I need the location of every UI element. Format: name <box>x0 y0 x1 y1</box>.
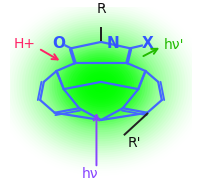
Ellipse shape <box>54 46 148 125</box>
Ellipse shape <box>95 80 107 91</box>
Ellipse shape <box>65 55 137 116</box>
Ellipse shape <box>76 64 126 107</box>
Ellipse shape <box>61 53 141 118</box>
Ellipse shape <box>81 70 121 101</box>
Ellipse shape <box>90 77 112 94</box>
Text: O: O <box>52 36 65 51</box>
Ellipse shape <box>86 74 116 98</box>
Ellipse shape <box>57 48 145 123</box>
Ellipse shape <box>73 62 129 109</box>
Ellipse shape <box>49 41 153 130</box>
Ellipse shape <box>60 50 142 121</box>
Ellipse shape <box>79 68 123 103</box>
Ellipse shape <box>89 76 113 95</box>
Ellipse shape <box>92 78 110 93</box>
Ellipse shape <box>70 60 132 112</box>
Ellipse shape <box>68 59 134 112</box>
Ellipse shape <box>78 66 124 105</box>
Ellipse shape <box>97 82 105 89</box>
Ellipse shape <box>77 66 125 105</box>
Ellipse shape <box>95 81 107 90</box>
Ellipse shape <box>57 50 145 121</box>
Ellipse shape <box>72 63 130 108</box>
Ellipse shape <box>87 73 115 98</box>
Text: R: R <box>96 2 106 16</box>
Ellipse shape <box>66 57 136 114</box>
Text: H+: H+ <box>14 37 36 51</box>
Ellipse shape <box>84 71 118 100</box>
Ellipse shape <box>84 72 118 99</box>
Ellipse shape <box>75 64 127 107</box>
Text: hν': hν' <box>164 38 184 52</box>
Ellipse shape <box>52 43 150 128</box>
Ellipse shape <box>59 52 143 119</box>
Ellipse shape <box>68 57 134 114</box>
Ellipse shape <box>81 69 121 102</box>
Ellipse shape <box>93 79 109 92</box>
Text: N: N <box>106 36 119 51</box>
Text: R': R' <box>127 136 141 150</box>
Ellipse shape <box>88 75 114 96</box>
Ellipse shape <box>70 61 132 110</box>
Ellipse shape <box>62 53 140 119</box>
Ellipse shape <box>97 83 105 88</box>
Text: hν: hν <box>82 167 98 181</box>
Text: X: X <box>141 36 153 51</box>
Ellipse shape <box>63 55 139 116</box>
